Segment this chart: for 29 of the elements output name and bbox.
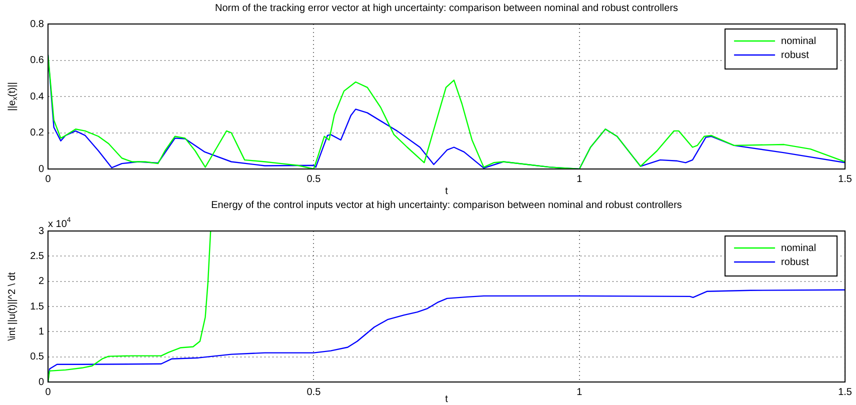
x-axis-title: t — [445, 394, 448, 405]
y-tick-label: 1.5 — [30, 301, 44, 312]
x-tick-label: 1 — [576, 174, 583, 185]
y-tick-label: 0.2 — [30, 128, 44, 138]
y-tick-label: 1 — [38, 326, 44, 338]
x-tick-label: 0.5 — [306, 386, 322, 398]
chart-title: Energy of the control inputs vector at high uncertainty: comparison between nominal and robust controllers — [211, 200, 682, 211]
x-axis-title: t — [445, 186, 448, 197]
chart-title: Norm of the tracking error vector at high uncertainty: comparison between nominal and robust controllers — [215, 2, 678, 14]
x-tick-label: 1 — [576, 386, 583, 398]
legend-label: robust — [781, 256, 810, 268]
y-axis-title: \int ||u(t)||^2 \ dt — [6, 272, 18, 341]
legend-label: nominal — [781, 242, 816, 254]
y-tick-label: 0.5 — [30, 352, 44, 363]
y-tick-label: 2.5 — [30, 250, 44, 262]
legend-label: nominal — [781, 36, 816, 47]
x-tick-label: 0 — [45, 174, 52, 185]
x-tick-label: 1.5 — [838, 174, 852, 185]
x-tick-label: 0.5 — [306, 174, 322, 185]
x-tick-label: 0 — [45, 386, 52, 398]
y-tick-label: 0.8 — [30, 18, 44, 30]
y-tick-label: 0 — [38, 164, 44, 175]
y-tick-label: 3 — [38, 226, 44, 237]
x-tick-label: 1.5 — [838, 386, 852, 398]
y-tick-label: 0.4 — [30, 91, 44, 102]
y-tick-label: 0 — [38, 376, 44, 388]
y-tick-label: 2 — [38, 276, 44, 288]
legend-label: robust — [781, 50, 810, 61]
y-tick-label: 0.6 — [30, 55, 44, 66]
